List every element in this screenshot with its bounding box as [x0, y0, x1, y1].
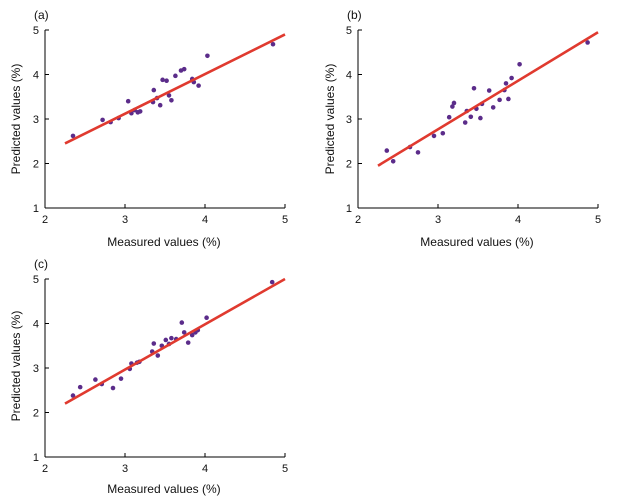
data-point: [185, 340, 191, 345]
data-point: [490, 105, 496, 110]
data-point: [181, 330, 187, 335]
data-point: [169, 335, 174, 341]
data-point: [450, 104, 455, 109]
data-point: [270, 41, 276, 47]
x-tick-label: 2: [42, 463, 48, 475]
data-point: [269, 279, 275, 285]
panel-label: (c): [34, 257, 48, 271]
y-tick-label: 3: [33, 114, 39, 126]
data-point: [118, 376, 124, 381]
y-tick-label: 3: [33, 363, 39, 375]
data-point: [166, 93, 172, 98]
x-tick-label: 3: [122, 463, 128, 475]
data-point: [585, 40, 590, 45]
x-tick-label: 3: [122, 214, 128, 226]
x-tick-label: 4: [515, 214, 521, 226]
x-tick-label: 4: [202, 463, 208, 475]
panel-a: (a) Measured values (%) Predicted values…: [9, 8, 288, 249]
y-tick-label: 5: [346, 25, 352, 37]
data-point: [137, 109, 143, 114]
data-point: [196, 83, 201, 88]
data-point: [486, 88, 492, 93]
x-tick-label: 2: [355, 214, 361, 226]
data-point: [204, 315, 209, 321]
data-point: [125, 98, 131, 104]
y-tick-label: 3: [346, 114, 352, 126]
panel-label: (b): [347, 8, 362, 22]
data-point: [440, 130, 446, 136]
data-point: [517, 61, 522, 67]
data-point: [446, 114, 452, 120]
data-point: [462, 120, 468, 125]
data-point: [468, 114, 474, 120]
panel-b: (b) Measured values (%) Predicted values…: [323, 8, 601, 249]
data-point: [77, 384, 83, 390]
data-point: [451, 100, 457, 106]
x-tick-label: 4: [202, 214, 208, 226]
data-point: [100, 117, 105, 123]
data-point: [169, 98, 174, 103]
y-axis-label: Predicted values (%): [9, 311, 23, 422]
regression-line: [64, 33, 286, 145]
regression-line: [64, 277, 286, 405]
regression-line: [377, 31, 599, 167]
data-point: [431, 133, 437, 139]
data-point: [415, 150, 421, 155]
data-point: [70, 133, 76, 139]
data-point: [164, 78, 169, 84]
y-tick-label: 2: [33, 408, 39, 420]
data-point: [471, 85, 477, 91]
x-axis-label: Measured values (%): [107, 482, 220, 496]
data-point: [151, 341, 157, 346]
data-point: [506, 96, 511, 102]
x-tick-label: 5: [595, 214, 601, 226]
y-axis-label: Predicted values (%): [323, 64, 337, 175]
y-tick-label: 4: [33, 319, 39, 331]
data-point: [181, 66, 187, 72]
data-point: [163, 337, 169, 343]
data-point: [478, 115, 483, 121]
y-tick-label: 1: [33, 452, 39, 464]
data-point: [173, 73, 178, 79]
x-tick-label: 5: [282, 463, 288, 475]
data-point: [155, 353, 161, 358]
data-point: [70, 393, 76, 398]
data-point: [157, 102, 163, 108]
x-axis-label: Measured values (%): [107, 235, 220, 249]
y-tick-label: 5: [33, 274, 39, 286]
panel-c: (c) Measured values (%) Predicted values…: [9, 257, 288, 496]
data-point: [160, 77, 165, 83]
panel-label: (a): [34, 8, 49, 22]
y-tick-label: 2: [33, 159, 39, 171]
y-tick-label: 2: [346, 159, 352, 171]
data-point: [509, 75, 514, 81]
data-point: [384, 148, 390, 153]
data-point: [93, 377, 98, 382]
y-tick-label: 1: [33, 203, 39, 215]
data-point: [189, 332, 195, 338]
data-point: [179, 320, 185, 325]
data-point: [503, 81, 509, 86]
data-point: [110, 385, 116, 391]
y-axis-label: Predicted values (%): [9, 64, 23, 175]
data-point: [151, 87, 157, 93]
x-tick-label: 5: [282, 214, 288, 226]
x-tick-label: 2: [42, 214, 48, 226]
x-axis-label: Measured values (%): [420, 235, 533, 249]
y-tick-label: 4: [346, 70, 352, 82]
data-point: [497, 97, 502, 103]
data-point: [390, 158, 396, 164]
data-point: [205, 53, 210, 59]
y-tick-label: 5: [33, 25, 39, 37]
y-tick-label: 4: [33, 70, 39, 82]
x-tick-label: 3: [435, 214, 441, 226]
y-tick-label: 1: [346, 203, 352, 215]
